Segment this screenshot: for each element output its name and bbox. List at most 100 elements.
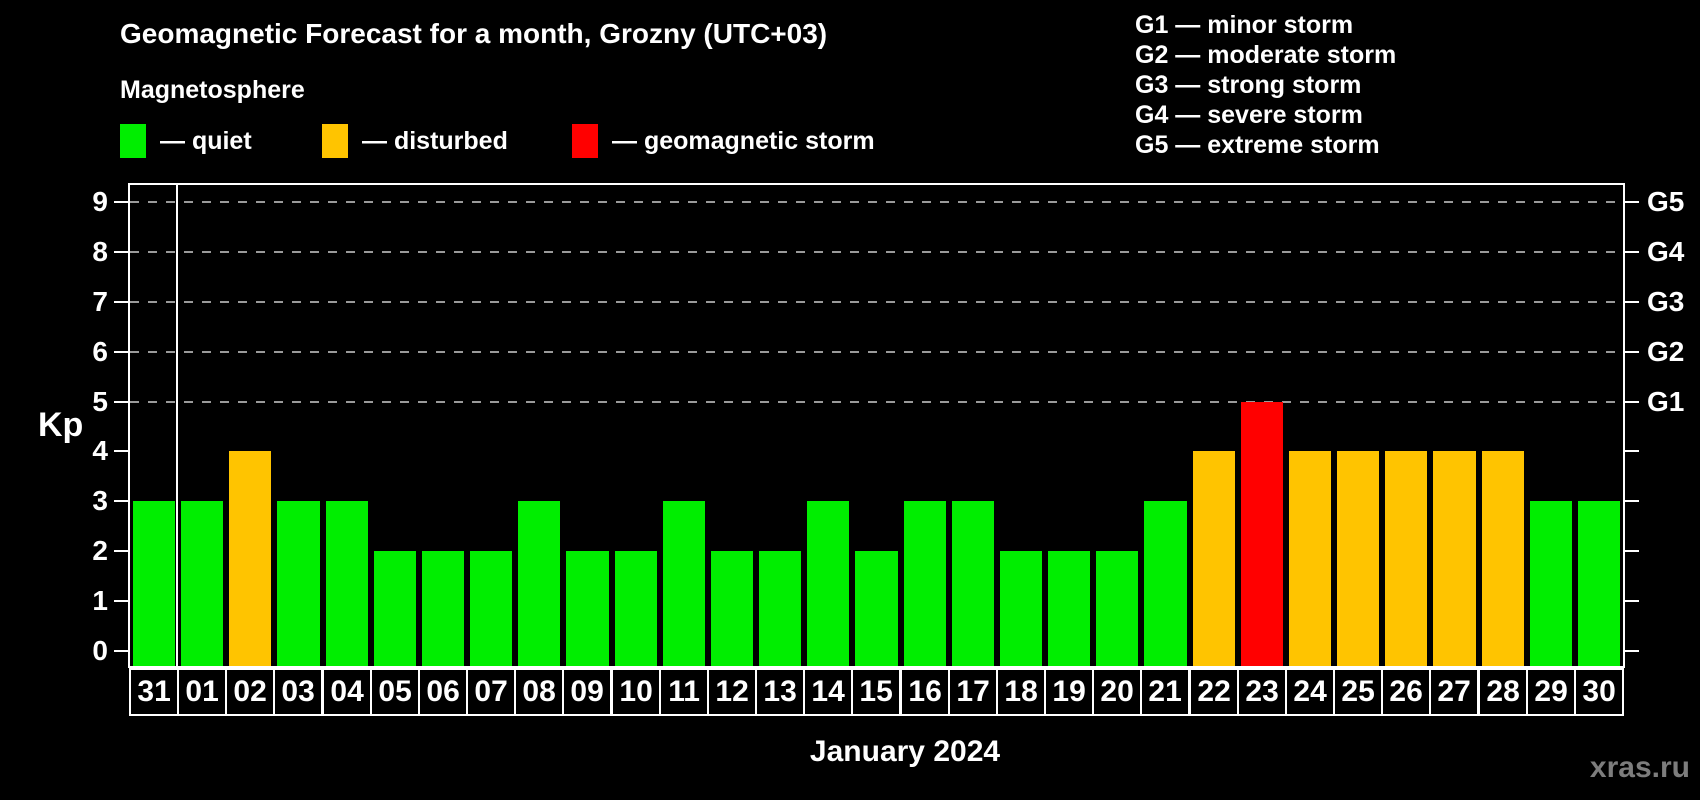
y-tick-label-4: 4 <box>92 435 108 467</box>
day-label-31: 31 <box>129 668 180 716</box>
y-tick-right-6 <box>1625 350 1639 353</box>
day-label-12: 12 <box>707 668 758 716</box>
y-tick-left-3 <box>114 500 128 503</box>
kp-bar-day-24 <box>1288 451 1332 666</box>
kp-bar-day-17 <box>951 501 994 666</box>
g-scale-line-4: G4 — severe storm <box>1135 101 1363 129</box>
legend-label-storm: — geomagnetic storm <box>612 126 875 155</box>
day-label-01: 01 <box>177 668 228 716</box>
kp-bar-day-30 <box>1577 501 1620 666</box>
day-label-23: 23 <box>1237 668 1288 716</box>
y-tick-right-9 <box>1625 200 1639 203</box>
day-label-08: 08 <box>514 668 565 716</box>
kp-bar-day-10 <box>614 551 657 666</box>
watermark: xras.ru <box>1589 751 1690 784</box>
quiet-color-swatch <box>120 124 146 158</box>
gridline-kp-6 <box>130 350 1623 353</box>
y-tick-label-9: 9 <box>92 185 108 217</box>
day-label-26: 26 <box>1381 668 1432 716</box>
kp-bar-day-04 <box>325 501 368 666</box>
axis-bottom <box>128 666 1625 668</box>
kp-bar-day-12 <box>710 551 754 666</box>
y-tick-right-5 <box>1625 400 1639 403</box>
kp-bar-day-29 <box>1529 501 1572 666</box>
kp-bar-day-27 <box>1433 451 1476 666</box>
kp-bar-day-28 <box>1481 451 1524 666</box>
kp-bar-day-01 <box>181 501 224 666</box>
gridline-kp-9 <box>130 200 1623 203</box>
y-tick-right-2 <box>1625 550 1639 553</box>
chart-title: Geomagnetic Forecast for a month, Grozny… <box>120 18 828 49</box>
day-label-15: 15 <box>851 668 902 716</box>
legend-label-disturbed: — disturbed <box>362 126 508 155</box>
axis-right <box>1623 183 1625 668</box>
kp-bar-day-22 <box>1192 451 1235 666</box>
kp-bar-day-15 <box>855 551 898 666</box>
kp-bar-day-23 <box>1240 401 1283 666</box>
month-label: January 2024 <box>809 735 1001 768</box>
y-tick-left-9 <box>114 200 128 203</box>
day-label-09: 09 <box>562 668 613 716</box>
kp-bar-day-02 <box>229 451 272 666</box>
legend-item-disturbed: — disturbed <box>322 124 508 158</box>
kp-bar-day-16 <box>903 501 946 666</box>
storm-color-swatch <box>572 124 598 158</box>
x-axis-day-labels: 31 01 02 03 04 05 06 07 08 09 10 11 12 13 14 15 16 17 18 19… <box>129 668 1625 716</box>
kp-bar-day-07 <box>470 551 513 666</box>
legend-item-quiet: — quiet <box>120 124 252 158</box>
y-tick-left-8 <box>114 250 128 253</box>
disturbed-color-swatch <box>322 124 348 158</box>
day-label-29: 29 <box>1526 668 1577 716</box>
day-label-11: 11 <box>659 668 710 716</box>
gridline-kp-7 <box>130 300 1623 303</box>
kp-bar-day-31 <box>133 501 176 666</box>
day-label-05: 05 <box>370 668 421 716</box>
day-label-06: 06 <box>418 668 469 716</box>
day-label-17: 17 <box>948 668 999 716</box>
y-tick-label-8: 8 <box>92 235 108 267</box>
magnetosphere-label: Magnetosphere <box>120 76 305 104</box>
kp-bar-day-05 <box>373 551 416 666</box>
g-tick-label-G5: G5 <box>1647 185 1685 217</box>
day-label-03: 03 <box>273 668 324 716</box>
y-tick-label-7: 7 <box>92 285 108 317</box>
y-tick-left-7 <box>114 300 128 303</box>
y-tick-right-0 <box>1625 650 1639 652</box>
kp-bar-day-18 <box>999 551 1043 666</box>
day-label-04: 04 <box>322 668 373 716</box>
y-tick-left-0 <box>114 650 128 652</box>
g-scale-line-2: G2 — moderate storm <box>1135 41 1397 69</box>
day-label-07: 07 <box>466 668 517 716</box>
kp-bar-day-09 <box>566 551 609 666</box>
y-tick-left-5 <box>114 400 128 403</box>
y-tick-label-0: 0 <box>92 635 108 666</box>
g-tick-label-G3: G3 <box>1647 285 1685 317</box>
y-tick-left-6 <box>114 350 128 353</box>
day-label-14: 14 <box>803 668 854 716</box>
month-separator-line <box>176 183 179 666</box>
day-label-28: 28 <box>1478 668 1529 716</box>
y-tick-left-4 <box>114 450 128 453</box>
gridline-kp-8 <box>130 250 1623 253</box>
y-tick-right-1 <box>1625 600 1639 603</box>
y-tick-label-3: 3 <box>92 485 108 517</box>
day-label-24: 24 <box>1285 668 1336 716</box>
y-tick-left-2 <box>114 550 128 553</box>
y-tick-right-4 <box>1625 450 1639 453</box>
kp-bar-day-06 <box>421 551 465 666</box>
kp-bar-day-19 <box>1048 551 1091 666</box>
y-tick-right-8 <box>1625 250 1639 253</box>
y-tick-label-1: 1 <box>92 585 108 617</box>
day-label-02: 02 <box>225 668 276 716</box>
kp-bar-day-03 <box>277 501 320 666</box>
kp-bar-day-26 <box>1385 451 1428 666</box>
axis-top <box>128 183 1625 185</box>
day-label-27: 27 <box>1429 668 1480 716</box>
day-label-25: 25 <box>1333 668 1384 716</box>
kp-bar-day-20 <box>1096 551 1139 666</box>
day-label-10: 10 <box>611 668 662 716</box>
day-label-18: 18 <box>996 668 1047 716</box>
legend-label-quiet: — quiet <box>160 126 252 155</box>
y-tick-right-7 <box>1625 300 1639 303</box>
